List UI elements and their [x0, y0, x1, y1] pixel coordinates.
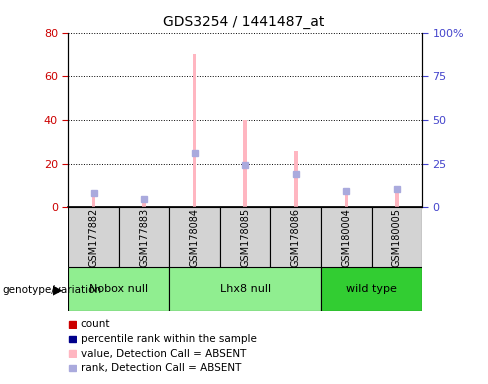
Bar: [321, 207, 371, 267]
Bar: [193, 55, 197, 207]
Text: GSM178086: GSM178086: [291, 208, 301, 266]
Bar: [294, 151, 298, 207]
Bar: [69, 365, 76, 371]
Text: ▶: ▶: [53, 283, 62, 296]
Bar: [69, 351, 76, 357]
Text: Nobox null: Nobox null: [89, 284, 148, 294]
Text: wild type: wild type: [346, 284, 397, 294]
Text: GSM177882: GSM177882: [89, 207, 99, 267]
Text: percentile rank within the sample: percentile rank within the sample: [81, 334, 256, 344]
Bar: [270, 207, 321, 267]
Bar: [92, 195, 95, 207]
Bar: [69, 321, 76, 328]
Text: GSM177883: GSM177883: [139, 208, 149, 266]
Bar: [169, 267, 321, 311]
Bar: [345, 194, 348, 207]
Bar: [68, 207, 119, 267]
Text: GSM180005: GSM180005: [392, 208, 402, 266]
Bar: [142, 199, 146, 207]
Text: GSM180004: GSM180004: [341, 208, 351, 266]
Bar: [321, 267, 422, 311]
Bar: [220, 207, 270, 267]
Bar: [395, 185, 399, 207]
Bar: [119, 207, 169, 267]
Text: count: count: [81, 319, 110, 329]
Bar: [68, 267, 169, 311]
Text: genotype/variation: genotype/variation: [2, 285, 102, 295]
Text: value, Detection Call = ABSENT: value, Detection Call = ABSENT: [81, 349, 246, 359]
Bar: [371, 207, 422, 267]
Text: GDS3254 / 1441487_at: GDS3254 / 1441487_at: [163, 15, 325, 29]
Text: Lhx8 null: Lhx8 null: [220, 284, 271, 294]
Bar: [69, 336, 76, 342]
Bar: [244, 120, 247, 207]
Text: GSM178084: GSM178084: [190, 208, 200, 266]
Bar: [169, 207, 220, 267]
Text: GSM178085: GSM178085: [240, 208, 250, 266]
Text: rank, Detection Call = ABSENT: rank, Detection Call = ABSENT: [81, 363, 241, 373]
